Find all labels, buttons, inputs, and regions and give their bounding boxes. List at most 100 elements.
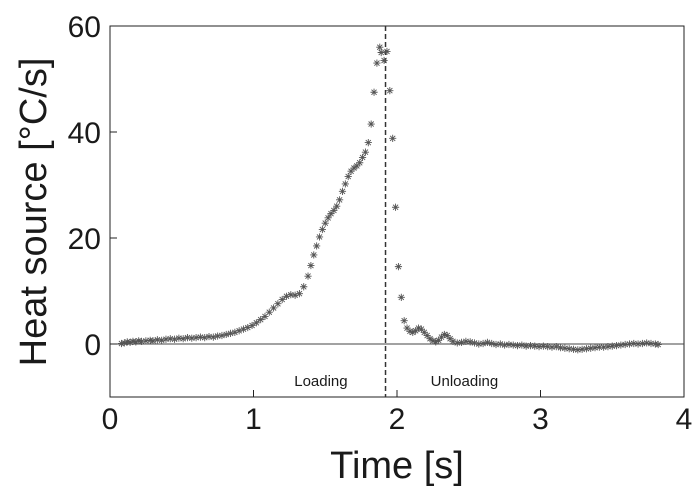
data-point — [383, 47, 391, 56]
data-point — [192, 334, 200, 342]
data-point — [226, 329, 235, 337]
data-point — [556, 344, 565, 352]
data-point — [356, 159, 364, 167]
x-tick-label: 2 — [389, 403, 406, 436]
data-point — [188, 334, 196, 342]
data-point — [397, 293, 405, 301]
data-point — [443, 331, 451, 340]
data-point — [315, 233, 324, 241]
data-point — [252, 319, 260, 327]
x-axis-title: Time [s] — [330, 445, 464, 487]
data-point — [341, 180, 349, 188]
data-point — [373, 59, 381, 67]
data-point — [565, 345, 573, 353]
data-point — [358, 153, 367, 162]
data-point — [389, 134, 397, 142]
data-point — [126, 338, 134, 347]
data-point — [344, 172, 352, 181]
data-point — [146, 336, 154, 344]
data-point — [569, 345, 578, 353]
data-point — [376, 43, 384, 51]
data-point — [137, 337, 146, 345]
data-point — [336, 196, 344, 204]
data-point — [120, 339, 128, 347]
data-point — [492, 340, 500, 349]
data-point — [300, 283, 308, 291]
data-point — [513, 341, 522, 350]
data-point — [423, 331, 431, 340]
data-point — [123, 338, 131, 346]
data-point — [304, 272, 312, 280]
data-point — [552, 343, 560, 351]
data-point — [462, 337, 470, 345]
data-point — [429, 337, 437, 345]
data-point — [380, 56, 388, 65]
data-point — [347, 167, 355, 175]
data-point — [591, 344, 599, 352]
data-point — [257, 316, 265, 324]
data-point — [170, 335, 179, 343]
data-point — [638, 339, 646, 348]
data-point — [313, 242, 321, 250]
data-point — [608, 342, 616, 350]
data-point — [435, 336, 443, 344]
data-point — [612, 341, 621, 350]
data-point — [582, 345, 591, 353]
data-point — [235, 327, 243, 335]
data-point — [409, 328, 417, 336]
data-point — [175, 334, 183, 342]
data-point — [364, 139, 372, 147]
x-tick-label: 0 — [102, 403, 119, 436]
data-point — [205, 332, 213, 341]
data-point — [531, 342, 539, 350]
data-point — [432, 338, 440, 346]
data-point — [353, 162, 361, 170]
data-point — [457, 338, 466, 347]
data-point — [600, 343, 608, 351]
data-point — [449, 337, 457, 345]
unloading-annotation: Unloading — [431, 373, 499, 390]
x-axis-ticks: 0 1 2 3 4 — [102, 390, 692, 436]
data-point — [291, 291, 299, 299]
data-point — [318, 225, 326, 234]
loading-annotation: Loading — [294, 373, 347, 390]
y-tick-label: 20 — [68, 223, 101, 256]
data-point — [265, 308, 273, 316]
data-point — [505, 340, 513, 349]
data-point — [587, 344, 595, 352]
data-point — [625, 340, 634, 348]
data-point — [321, 219, 329, 227]
data-point — [333, 202, 341, 210]
data-point — [483, 338, 492, 347]
data-point — [621, 340, 629, 349]
y-tick-label: 60 — [68, 11, 101, 44]
data-point — [350, 164, 358, 172]
data-points — [117, 43, 662, 354]
data-point — [117, 339, 126, 348]
data-point — [578, 345, 586, 353]
data-point — [179, 335, 187, 343]
data-point — [158, 336, 166, 344]
data-point — [496, 340, 504, 348]
data-point — [406, 327, 414, 335]
data-point — [630, 339, 638, 348]
data-point — [214, 332, 222, 340]
data-point — [535, 343, 543, 351]
data-point — [330, 206, 338, 215]
data-point — [183, 334, 192, 342]
data-point — [278, 295, 286, 304]
data-point — [201, 334, 209, 342]
data-point — [479, 339, 487, 348]
data-point — [617, 341, 625, 349]
data-point — [440, 330, 448, 339]
data-point — [446, 335, 454, 343]
data-point — [643, 339, 651, 347]
data-point — [417, 325, 425, 333]
data-point — [142, 337, 150, 345]
data-point — [132, 338, 140, 346]
data-point — [391, 203, 400, 211]
data-point — [282, 292, 291, 300]
data-point — [466, 338, 474, 346]
x-tick-label: 3 — [532, 403, 549, 436]
data-point — [222, 330, 230, 339]
